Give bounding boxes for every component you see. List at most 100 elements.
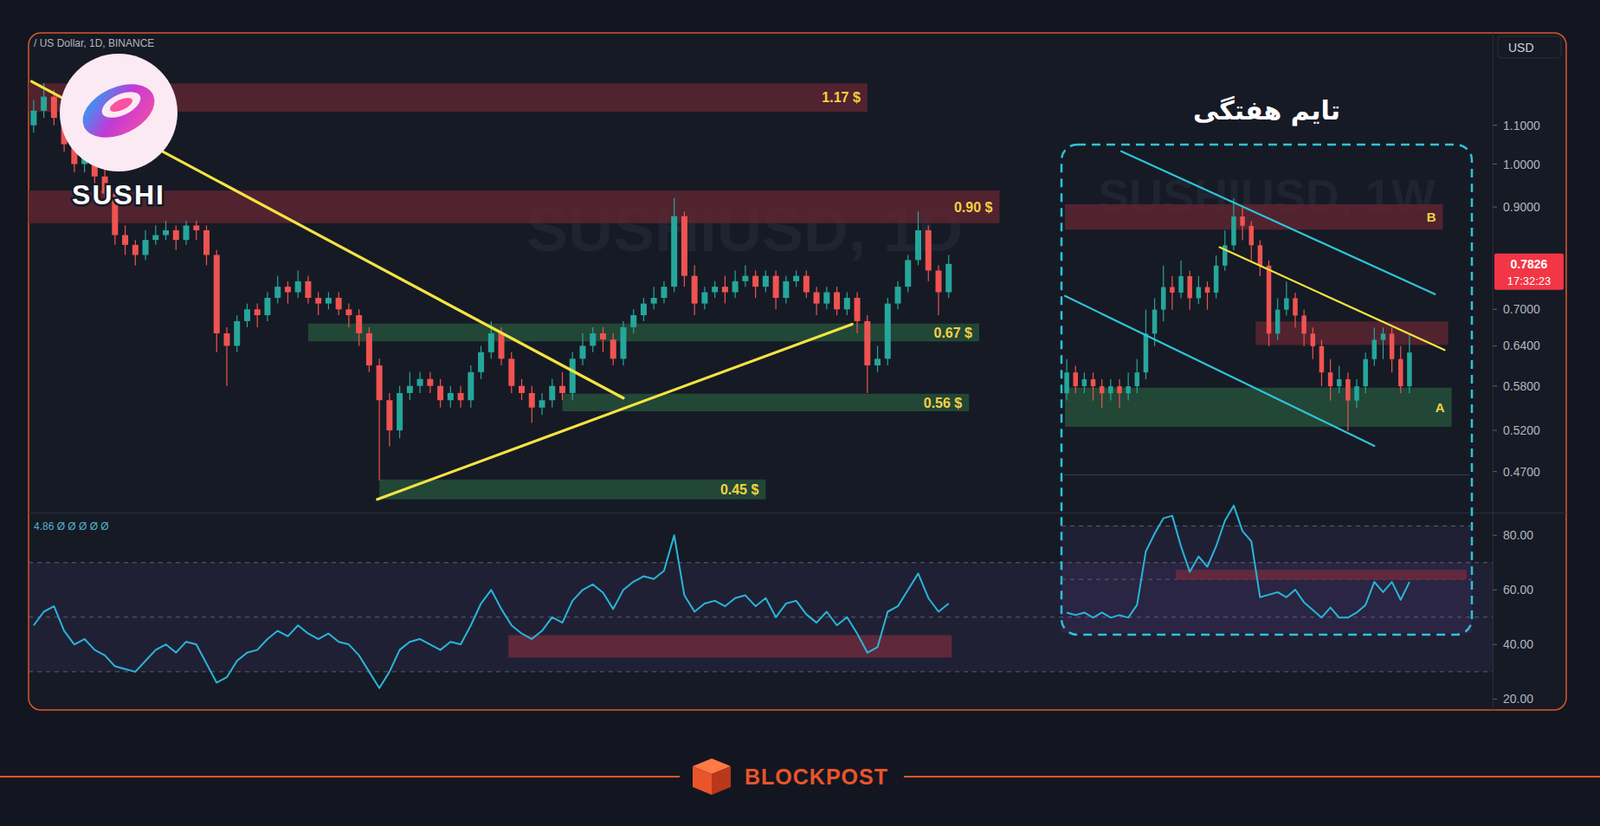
candle-body: [1161, 287, 1167, 310]
indicator-legend: 4.86 Ø Ø Ø Ø Ø: [33, 520, 110, 533]
candle-body: [854, 297, 861, 322]
candle-body: [1380, 333, 1387, 340]
candle-body: [244, 309, 251, 322]
icon-face: [711, 766, 731, 795]
candle-body: [864, 321, 871, 366]
candle-body: [782, 281, 789, 298]
tick-label: 0.9000: [1503, 200, 1541, 214]
candle-body: [600, 333, 607, 340]
tick-label: 40.00: [1503, 637, 1534, 652]
tick-label: 0.6400: [1503, 338, 1541, 353]
candle-body: [610, 339, 617, 359]
plot-area: [28, 81, 1000, 500]
candle-body: [274, 286, 281, 298]
candle-body: [396, 393, 403, 431]
candle-body: [651, 297, 658, 304]
candle-body: [1389, 333, 1395, 359]
price-zone: [308, 323, 980, 342]
candle-body: [152, 235, 159, 241]
candle-body: [813, 292, 820, 304]
candle-body: [1275, 309, 1281, 335]
candle-body: [559, 386, 566, 394]
candle-body: [579, 345, 586, 359]
candle-body: [325, 297, 332, 304]
currency-label: USD: [1508, 40, 1535, 55]
icon-face: [692, 766, 712, 795]
candle-body: [1178, 276, 1184, 293]
tick-mark: [1492, 345, 1497, 347]
candle-body: [640, 303, 647, 316]
candle-body: [335, 297, 342, 310]
candle-body: [1090, 379, 1097, 387]
candle-body: [417, 379, 424, 387]
candle-body: [1406, 352, 1413, 387]
candle-body: [569, 358, 576, 394]
candle-body: [498, 333, 505, 359]
candle-body: [844, 297, 851, 310]
zone-label: 0.56 $: [923, 395, 963, 411]
price-zone: [1255, 321, 1448, 345]
tick-mark: [1492, 206, 1497, 208]
candle-body: [304, 281, 311, 298]
chart-frame: [28, 32, 1567, 710]
candle-body: [203, 230, 210, 256]
axis-border: [1492, 32, 1494, 710]
tick-label: 0.7000: [1503, 302, 1541, 317]
tick-label: 60.00: [1503, 582, 1534, 597]
zone-label: B: [1426, 209, 1437, 225]
candle-body: [1319, 346, 1325, 373]
candle-body: [426, 379, 433, 387]
candle-body: [1336, 379, 1342, 387]
footer-brand: BLOCKPOST: [744, 764, 889, 789]
candle-body: [1258, 245, 1264, 266]
candle-body: [539, 400, 546, 407]
zone-label: 0.45 $: [720, 482, 760, 497]
candle-body: [925, 230, 932, 271]
candle-body: [1283, 297, 1290, 310]
candle-body: [874, 358, 881, 366]
candle-body: [915, 230, 922, 260]
footer-icon: [692, 758, 731, 795]
candle-body: [162, 230, 169, 236]
tick-mark: [1492, 385, 1497, 387]
trend-line: [1121, 151, 1435, 295]
inset-title: تایم هفتگی: [1193, 95, 1341, 127]
candle-wick: [287, 281, 289, 304]
candle-body: [1125, 386, 1131, 394]
candle-wick: [1118, 379, 1120, 408]
candle-body: [732, 281, 739, 293]
candle-body: [51, 96, 58, 119]
price-zone: [1064, 204, 1443, 230]
tick-mark: [1492, 124, 1497, 126]
currency-box: [1497, 36, 1562, 59]
candle-wick: [602, 327, 604, 353]
candle-body: [1082, 379, 1088, 387]
candle-body: [213, 254, 220, 333]
candle-body: [458, 393, 465, 400]
candle-body: [447, 393, 454, 400]
candle-body: [823, 292, 830, 304]
candle-body: [122, 235, 129, 246]
candle-body: [935, 270, 942, 292]
candle-body: [295, 281, 302, 293]
candle-body: [1310, 333, 1317, 346]
logo-shape: [108, 95, 135, 116]
candle-body: [793, 276, 800, 282]
candle-body: [904, 259, 911, 287]
candle-body: [223, 333, 230, 346]
price-zone: [1064, 387, 1452, 427]
candle-body: [681, 216, 688, 277]
candle-body: [691, 276, 698, 304]
candle-body: [467, 372, 474, 400]
candle-body: [1239, 216, 1246, 226]
candle-body: [264, 297, 271, 316]
candle-body: [1213, 265, 1220, 293]
logo: [59, 53, 178, 172]
inset-separator: [1064, 474, 1470, 476]
candle-body: [508, 358, 515, 386]
zone-label: 1.17 $: [821, 90, 861, 105]
price-zone: [28, 190, 1000, 224]
logo-circle: [59, 53, 178, 172]
footer-rule: [903, 775, 1600, 778]
candle-body: [529, 393, 536, 408]
